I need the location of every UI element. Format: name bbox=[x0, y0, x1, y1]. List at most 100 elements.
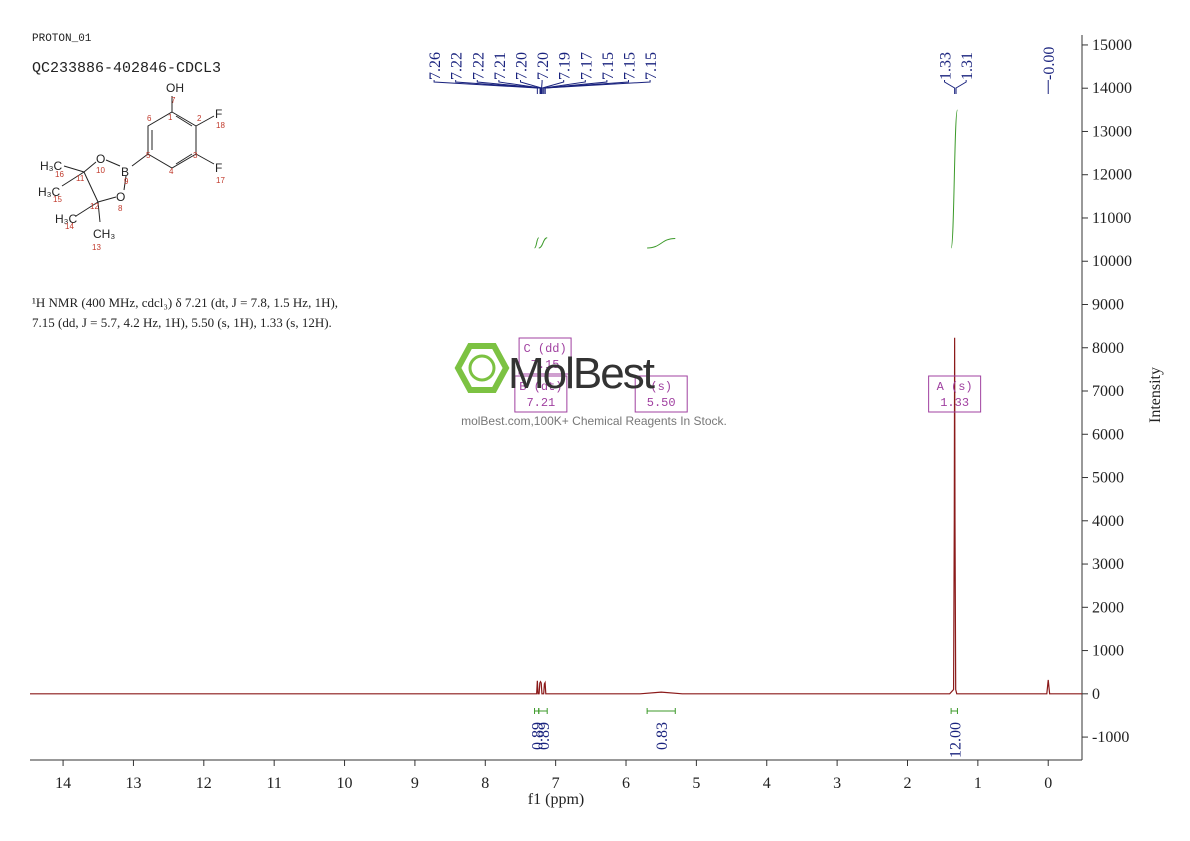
atom-label: H₃C bbox=[38, 185, 61, 199]
peak-connector bbox=[955, 80, 967, 94]
peak-label: 7.15 bbox=[621, 52, 638, 80]
y-tick-label: 12000 bbox=[1092, 167, 1132, 184]
atom-locant: 2 bbox=[197, 114, 202, 123]
multiplet-shift: 7.21 bbox=[526, 396, 555, 410]
x-tick-label: 5 bbox=[692, 775, 700, 792]
peak-label: 7.15 bbox=[600, 52, 617, 80]
multiplet-name: A (s) bbox=[937, 380, 973, 394]
atom-locant: 7 bbox=[171, 96, 176, 105]
integral-bracket bbox=[646, 708, 676, 714]
experiment-name: PROTON_01 bbox=[32, 33, 92, 45]
atom-label: H₃C bbox=[40, 159, 63, 173]
y-tick-label: 1000 bbox=[1092, 643, 1124, 660]
x-tick-label: 12 bbox=[196, 775, 212, 792]
y-tick-label: -1000 bbox=[1092, 729, 1129, 746]
y-tick-label: 13000 bbox=[1092, 123, 1132, 140]
sample-name: QC233886-402846-CDCL3 bbox=[32, 60, 221, 77]
watermark: MolBest molBest.com,100K+ Chemical Reage… bbox=[454, 343, 727, 428]
peak-connector bbox=[433, 80, 538, 94]
atom-locant: 10 bbox=[96, 166, 105, 175]
y-tick-label: 5000 bbox=[1092, 470, 1124, 487]
integral-curve bbox=[534, 237, 540, 249]
y-tick-label: 7000 bbox=[1092, 383, 1124, 400]
multiplet-box bbox=[634, 375, 688, 413]
atom-locant: 1 bbox=[168, 113, 173, 122]
peak-connector bbox=[476, 80, 541, 94]
x-tick-label: 9 bbox=[411, 775, 419, 792]
multiplet-shift: 7.15 bbox=[531, 358, 560, 372]
peak-label: 7.21 bbox=[492, 52, 509, 80]
integral-curve bbox=[647, 237, 676, 249]
atom-locant: 8 bbox=[118, 204, 123, 213]
peak-connector bbox=[541, 80, 565, 94]
peak-label: 7.22 bbox=[449, 52, 466, 80]
multiplet-name: C (dd) bbox=[523, 342, 566, 356]
atom-label: OH bbox=[166, 81, 184, 95]
y-tick-label: 0 bbox=[1092, 686, 1100, 703]
peak-label: 7.17 bbox=[578, 52, 595, 80]
atom-label: F bbox=[215, 107, 222, 121]
x-tick-label: 14 bbox=[55, 775, 71, 792]
peak-label: -0.00 bbox=[1041, 47, 1058, 80]
peak-label: 7.20 bbox=[513, 52, 530, 80]
watermark-logo bbox=[454, 343, 510, 393]
integral-curve bbox=[950, 109, 958, 249]
watermark-logo bbox=[468, 354, 496, 382]
molecule-bonds bbox=[61, 96, 215, 223]
atom-locant: 18 bbox=[216, 121, 225, 130]
integral-label: 0.89 bbox=[536, 722, 553, 750]
y-tick-label: 9000 bbox=[1092, 296, 1124, 313]
y-axis-label: Intensity bbox=[1147, 367, 1164, 423]
y-tick-label: 4000 bbox=[1092, 513, 1124, 530]
watermark-brand: MolBest bbox=[508, 349, 655, 398]
y-tick-label: 14000 bbox=[1092, 80, 1132, 97]
x-axis-label: f1 (ppm) bbox=[528, 791, 584, 808]
multiplet-box bbox=[518, 337, 572, 375]
atom-locant: 4 bbox=[169, 167, 174, 176]
x-tick-label: 6 bbox=[622, 775, 630, 792]
y-tick-label: 8000 bbox=[1092, 340, 1124, 357]
y-tick-label: 3000 bbox=[1092, 556, 1124, 573]
atom-locant: 5 bbox=[146, 151, 151, 160]
y-tick-label: 11000 bbox=[1092, 210, 1131, 227]
atom-label: H₃C bbox=[55, 212, 78, 226]
atom-locant: 9 bbox=[124, 177, 129, 186]
atom-label: CH₃ bbox=[93, 227, 115, 241]
description-line: ¹H NMR (400 MHz, cdcl₃) δ 7.21 (dt, J = … bbox=[32, 295, 338, 310]
x-tick-label: 7 bbox=[552, 775, 560, 792]
peak-label: 7.22 bbox=[470, 52, 487, 80]
peak-connector bbox=[944, 80, 956, 94]
x-tick-label: 2 bbox=[903, 775, 911, 792]
multiplet-box bbox=[928, 375, 982, 413]
integral-label: 12.00 bbox=[947, 722, 964, 758]
atom-locant: 16 bbox=[55, 170, 64, 179]
x-tick-label: 8 bbox=[481, 775, 489, 792]
y-tick-label: 10000 bbox=[1092, 253, 1132, 270]
atom-locant: 14 bbox=[65, 222, 74, 231]
peak-label: 1.33 bbox=[938, 52, 955, 80]
integral-bracket bbox=[950, 708, 958, 714]
multiplet-name: B (dt) bbox=[519, 380, 562, 394]
multiplet-name: (s) bbox=[650, 380, 672, 394]
x-tick-label: 3 bbox=[833, 775, 841, 792]
atom-label: O bbox=[116, 190, 125, 204]
peak-connector bbox=[541, 80, 543, 94]
spectrum-line bbox=[30, 337, 1082, 695]
atom-label: B bbox=[121, 165, 129, 179]
peak-connector bbox=[498, 80, 542, 94]
multiplet-box bbox=[514, 375, 568, 413]
x-tick-label: 13 bbox=[125, 775, 141, 792]
integral-bracket bbox=[534, 708, 540, 714]
x-tick-label: 1 bbox=[974, 775, 982, 792]
atom-locant: 12 bbox=[90, 202, 99, 211]
atom-locant: 11 bbox=[76, 174, 85, 183]
peak-label: 1.31 bbox=[959, 52, 976, 80]
atom-locant: 13 bbox=[92, 243, 101, 252]
peak-label: 7.15 bbox=[643, 52, 660, 80]
atom-locant: 17 bbox=[216, 176, 225, 185]
multiplet-shift: 5.50 bbox=[647, 396, 676, 410]
plot: 14 13 12 11 10 9 8 7 6 5 4 3 2 1 0-1000010002000300040… bbox=[30, 35, 1164, 808]
y-tick-label: 6000 bbox=[1092, 426, 1124, 443]
peak-label: 7.26 bbox=[427, 52, 444, 80]
